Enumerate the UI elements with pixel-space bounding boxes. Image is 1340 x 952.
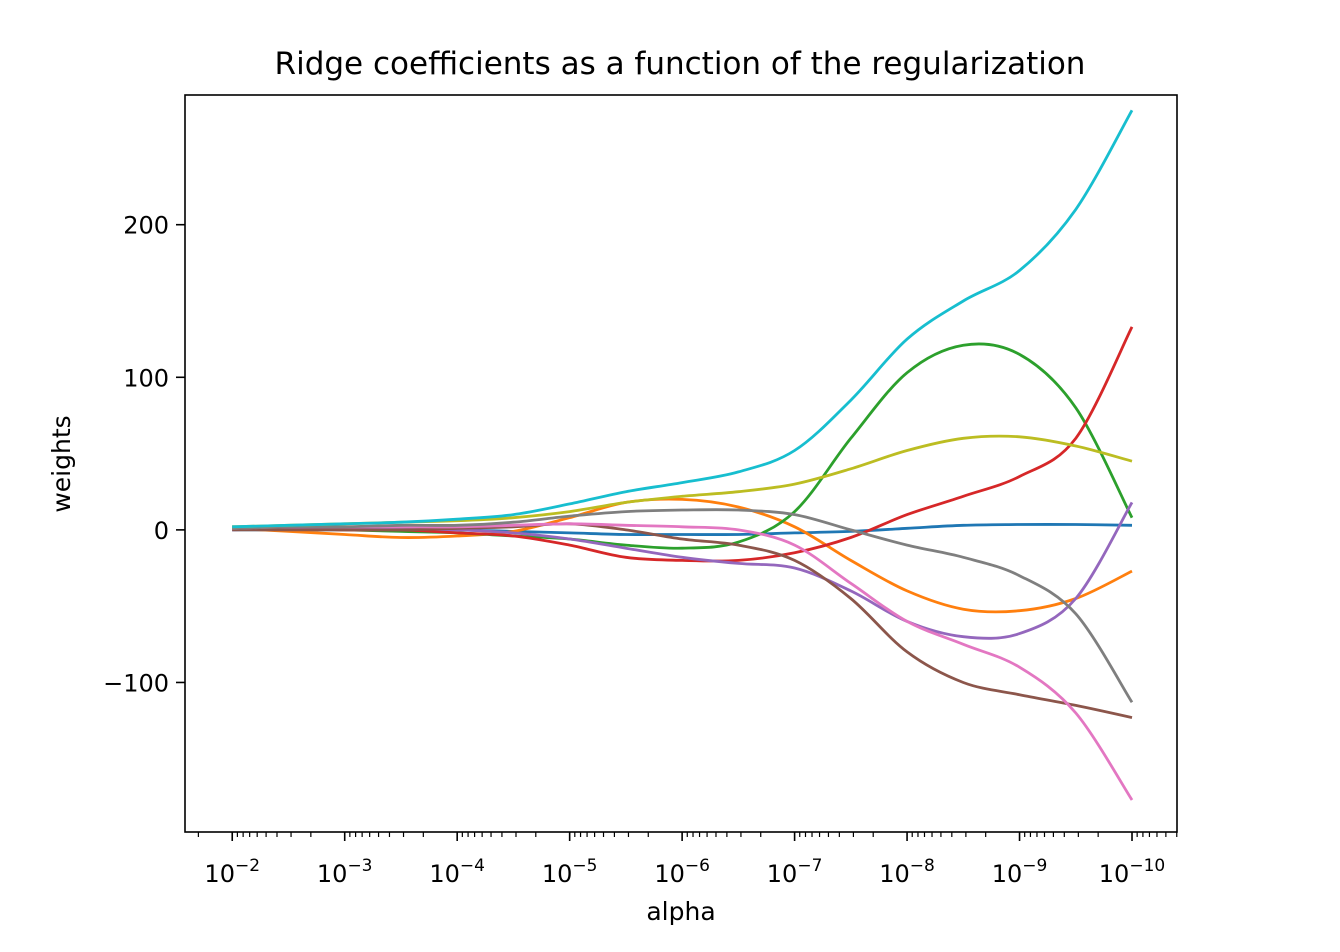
x-tick-label: 10−5 (542, 856, 598, 888)
x-tick-label: 10−8 (879, 856, 935, 888)
x-tick-label: 10−2 (204, 856, 260, 888)
y-tick-label: 0 (154, 517, 169, 545)
x-axis-ticks: 10−2 10−3 10−4 10−5 10−6 10−7 10−8 10−9 10−10 (197, 832, 1178, 888)
series-line-8 (232, 508, 1134, 704)
series-lines (232, 109, 1134, 801)
y-tick-label: 200 (123, 212, 169, 240)
series-line-5 (232, 501, 1134, 640)
plot-frame (184, 94, 1178, 833)
series-line-10 (232, 109, 1134, 529)
y-tick-label: 100 (123, 364, 169, 392)
series-line-6 (232, 522, 1133, 719)
x-tick-label: 10−4 (429, 856, 485, 888)
x-tick-label: 10−6 (654, 856, 710, 888)
x-axis-label: alpha (646, 897, 715, 926)
chart-title: Ridge coefficients as a function of the … (275, 46, 1086, 82)
x-tick-label: 10−9 (992, 856, 1048, 888)
y-tick-label: −100 (103, 669, 169, 697)
series-line-2 (232, 497, 1133, 614)
y-axis-ticks: 200 100 0 −100 (103, 212, 185, 697)
x-tick-label: 10−3 (317, 856, 373, 888)
x-tick-label: 10−10 (1099, 856, 1165, 888)
x-tick-label: 10−7 (767, 856, 823, 888)
y-axis-label: weights (47, 415, 76, 512)
